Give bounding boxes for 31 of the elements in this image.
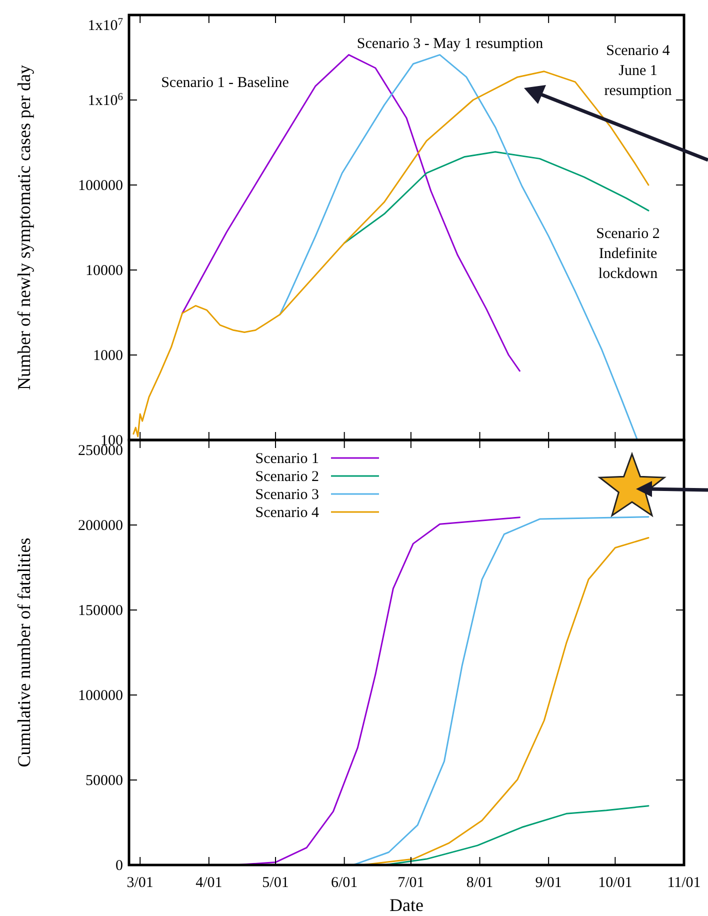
line-series <box>344 151 650 244</box>
y-tick-label: 1x10$^{6}$ <box>88 92 123 109</box>
x-tick-label: 10/01 <box>598 875 632 891</box>
x-tick-label: 6/01 <box>331 875 358 891</box>
legend-label: Scenario 2 <box>255 469 319 485</box>
x-axis-title: Date <box>390 895 424 915</box>
x-tick-label: 7/01 <box>398 875 424 891</box>
y-tick-label: 100000 <box>78 178 123 194</box>
y-tick-label: 10000 <box>86 263 123 279</box>
legend-label: Scenario 4 <box>255 505 320 521</box>
y-tick-label: 50000 <box>86 773 123 789</box>
x-tick-label: 11/01 <box>667 875 701 891</box>
x-tick-label: 9/01 <box>535 875 562 891</box>
y-axis-title: Cumulative number of fatalities <box>14 538 34 768</box>
annotation: Scenario 4 June 1 resumption <box>604 43 672 99</box>
x-tick-label: 8/01 <box>466 875 494 891</box>
x-tick-label: 3/01 <box>126 875 154 891</box>
y-tick-label: 200000 <box>78 518 123 534</box>
annotation: Scenario 2 Indefinite lockdown <box>596 226 660 282</box>
legend-label: Scenario 1 <box>255 451 319 467</box>
y-axis-title: Number of newly symptomatic cases per day <box>14 65 34 390</box>
y-tick-label: 1000 <box>93 348 123 364</box>
annotation: Scenario 3 - May 1 resumption <box>356 36 544 52</box>
x-tick-label: 5/01 <box>262 875 289 891</box>
y-tick-label: 0 <box>116 858 123 874</box>
y-tick-label: 100000 <box>78 688 123 704</box>
annotation: Scenario 1 - Baseline <box>161 75 290 91</box>
x-tick-label: 4/01 <box>196 875 222 891</box>
legend-label: Scenario 3 <box>255 487 319 503</box>
y-tick-label: 1x10$^{7}$ <box>88 16 123 34</box>
y-tick-label: 150000 <box>78 603 123 619</box>
